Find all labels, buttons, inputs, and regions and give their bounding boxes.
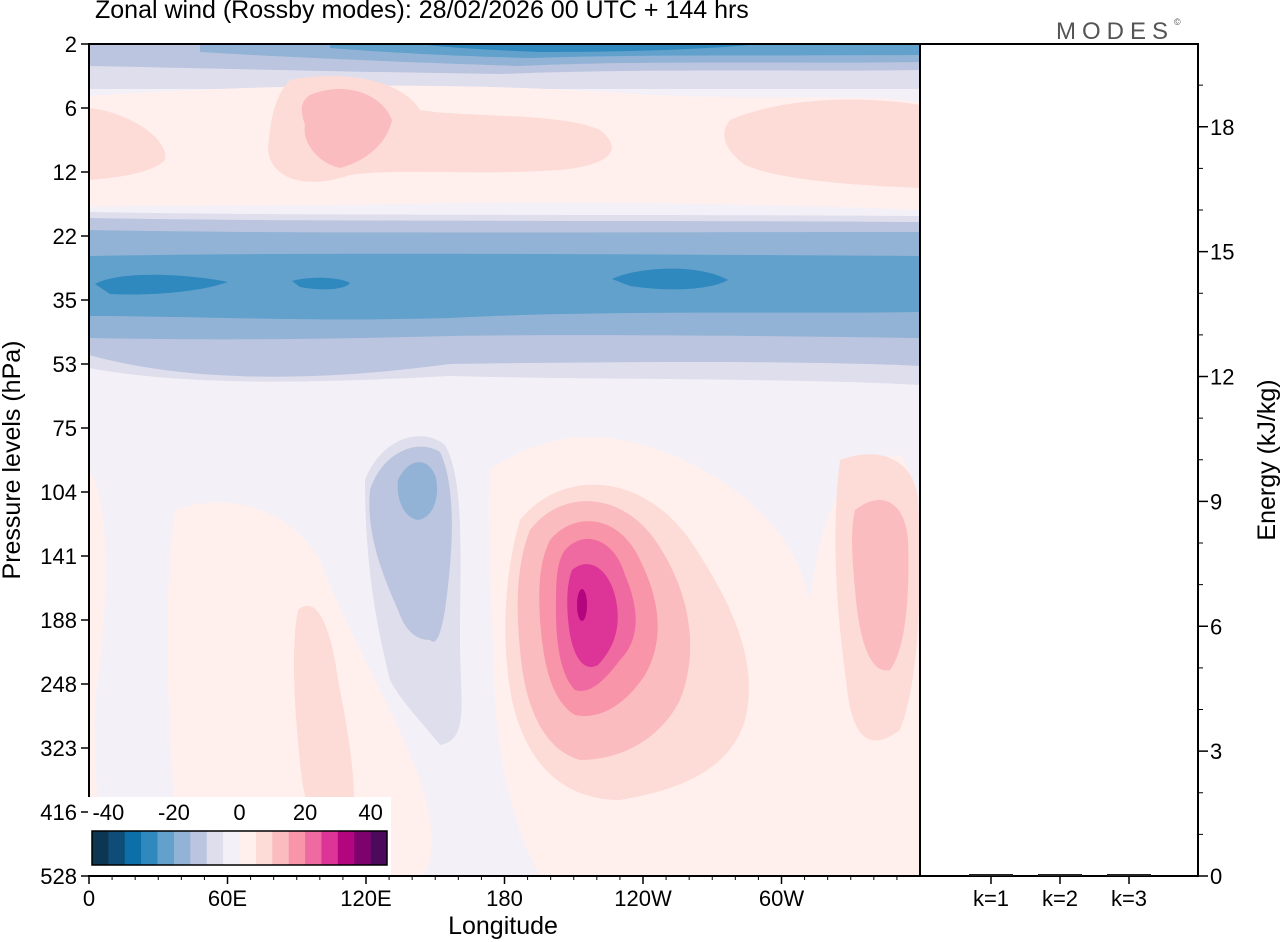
y-tick-label: 12 <box>53 160 77 185</box>
energy-tick-label: 3 <box>1210 739 1222 764</box>
y-tick-label: 35 <box>53 288 77 313</box>
colorbar-frame <box>91 830 388 866</box>
x-tick-label: 60W <box>759 886 804 911</box>
colorbar-swatch <box>272 831 289 865</box>
contour-westerly-2 <box>301 88 392 168</box>
contour-lower-6 <box>567 564 618 667</box>
x-axis-title: Longitude <box>448 912 558 940</box>
contour-jet-3 <box>89 253 920 320</box>
y-tick-label: 141 <box>40 544 77 569</box>
y-tick-label: 75 <box>53 416 77 441</box>
x-tick-label: 180 <box>486 886 523 911</box>
energy-axis-title: Energy (kJ/kg) <box>1253 379 1280 540</box>
colorbar-tick-label: -20 <box>158 800 190 825</box>
colorbar-swatch <box>173 831 191 865</box>
y-tick-label: 528 <box>40 864 77 889</box>
colorbar: -40 -20 0 20 40 <box>88 797 391 875</box>
colorbar-swatch <box>354 831 371 865</box>
energy-frame <box>919 43 1199 877</box>
contour-lower-3b <box>852 500 909 671</box>
energy-tick-label: 6 <box>1210 614 1222 639</box>
energy-bar <box>969 874 1013 876</box>
colorbar-tick-label: 0 <box>233 800 245 825</box>
y-tick-label: 188 <box>40 608 77 633</box>
colorbar-swatch <box>141 831 158 865</box>
y-axis-title: Pressure levels (hPa) <box>0 341 26 580</box>
colorbar-swatch <box>206 831 224 865</box>
y-tick-label: 104 <box>40 480 77 505</box>
energy-bar <box>1107 874 1151 876</box>
x-tick-label: 60E <box>208 886 247 911</box>
colorbar-tick-label: 20 <box>293 800 317 825</box>
longitude-axis: 0 60E 120E 180 120W 60W <box>83 876 898 911</box>
y-tick-label: 53 <box>53 352 77 377</box>
energy-bars: k=1 k=2 k=3 <box>969 874 1151 911</box>
zonal-wind-field <box>89 44 920 876</box>
bar-label: k=2 <box>1042 886 1078 911</box>
colorbar-swatch <box>288 831 306 865</box>
colorbar-swatch <box>321 831 339 865</box>
colorbar-tick-label: 40 <box>358 800 382 825</box>
x-tick-label: 120E <box>340 886 391 911</box>
contour-jet-4b <box>292 277 350 290</box>
energy-tick-label: 18 <box>1210 115 1234 140</box>
colorbar-swatch <box>223 831 240 865</box>
contour-jet-4a <box>95 274 228 295</box>
y-tick-label: 2 <box>65 32 77 57</box>
colorbar-swatch <box>305 831 322 865</box>
logo-text: MODES <box>1056 18 1175 45</box>
contour-lower-1a <box>89 470 106 876</box>
colorbar-swatch <box>370 831 388 865</box>
energy-tick-label: 15 <box>1210 240 1234 265</box>
colorbar-swatch <box>108 831 126 865</box>
colorbar-swatch <box>190 831 208 865</box>
energy-bar <box>1038 874 1082 876</box>
colorbar-tick-label: -40 <box>92 800 124 825</box>
energy-tick-label: 9 <box>1210 489 1222 514</box>
y-tick-label: 22 <box>53 224 77 249</box>
contour-westerly-1c <box>724 99 920 188</box>
pressure-axis: 2 6 12 22 35 53 75 104 141 188 248 323 416 528 <box>40 32 89 889</box>
bar-label: k=1 <box>973 886 1009 911</box>
contour-lower-2a <box>293 605 355 847</box>
y-tick-label: 323 <box>40 736 77 761</box>
y-tick-label: 248 <box>40 672 77 697</box>
colorbar-swatch <box>239 831 257 865</box>
contour-jet-4c <box>612 268 728 290</box>
energy-tick-label: 0 <box>1210 864 1222 889</box>
colorbar-swatch <box>157 831 175 865</box>
modes-logo: MODES© <box>1056 17 1181 46</box>
x-tick-label: 120W <box>614 886 672 911</box>
x-tick-label: 0 <box>83 886 95 911</box>
energy-axis: 0 3 6 9 12 15 18 <box>1198 84 1234 889</box>
y-tick-label: 6 <box>65 96 77 121</box>
contour-top-4 <box>420 44 760 52</box>
contour-westerly-1a <box>89 108 166 180</box>
copyright-mark: © <box>1174 17 1181 27</box>
y-tick-label: 416 <box>40 800 77 825</box>
bar-label: k=3 <box>1111 886 1147 911</box>
chart-title: Zonal wind (Rossby modes): 28/02/2026 00… <box>95 0 749 24</box>
colorbar-swatch <box>255 831 273 865</box>
colorbar-swatch <box>337 831 355 865</box>
colorbar-swatch <box>124 831 142 865</box>
contour-neg-2 <box>397 462 438 520</box>
energy-tick-label: 12 <box>1210 365 1234 390</box>
contour-lower-7 <box>577 589 587 621</box>
colorbar-swatch <box>92 831 109 865</box>
